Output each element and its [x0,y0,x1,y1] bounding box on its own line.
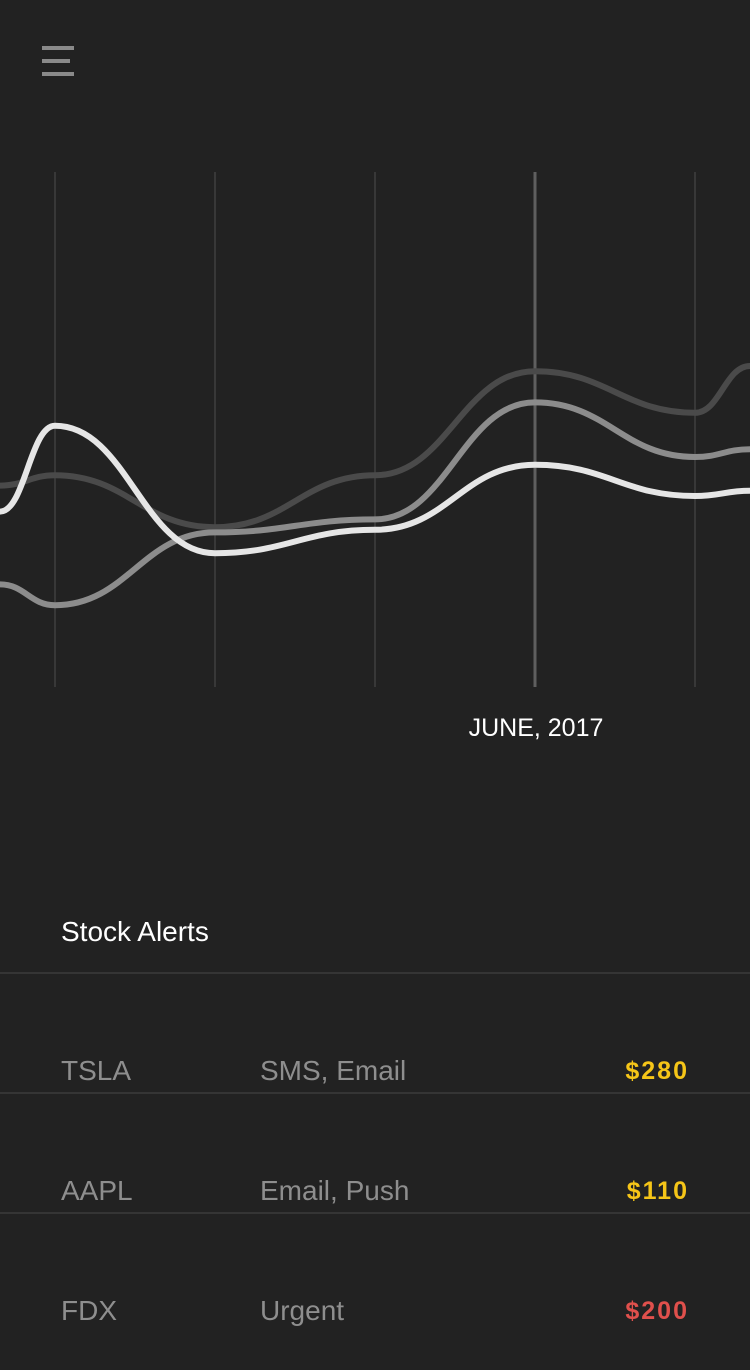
alert-row-tsla[interactable]: TSLA SMS, Email $280 [0,1010,750,1130]
alert-symbol: TSLA [61,1055,132,1086]
series-line-1 [0,363,750,531]
alert-channels: SMS, Email [260,1055,407,1086]
divider [0,1212,750,1214]
stock-chart [0,172,750,687]
alert-symbol: FDX [61,1295,117,1326]
alert-symbol: AAPL [61,1175,133,1206]
chart-gridlines [54,172,696,687]
alert-price: $280 [625,1057,689,1085]
section-title-stock-alerts: Stock Alerts [61,916,209,947]
series-line-3 [0,422,750,557]
series-line-2 [0,399,750,609]
divider [0,972,750,974]
menu-bar-bottom [42,72,74,76]
alert-channels: Urgent [260,1295,345,1326]
divider [0,1092,750,1094]
alert-price: $110 [626,1177,689,1205]
menu-bar-top [42,46,74,50]
alert-price: $200 [625,1297,689,1325]
alert-row-fdx[interactable]: FDX Urgent $200 [0,1250,750,1370]
chart-date-label: JUNE, 2017 [468,714,604,742]
menu-bar-middle [42,59,70,63]
chart-series [0,363,750,609]
alert-row-aapl[interactable]: AAPL Email, Push $110 [0,1130,750,1250]
hamburger-menu-icon[interactable] [40,44,76,78]
alert-channels: Email, Push [260,1175,410,1206]
